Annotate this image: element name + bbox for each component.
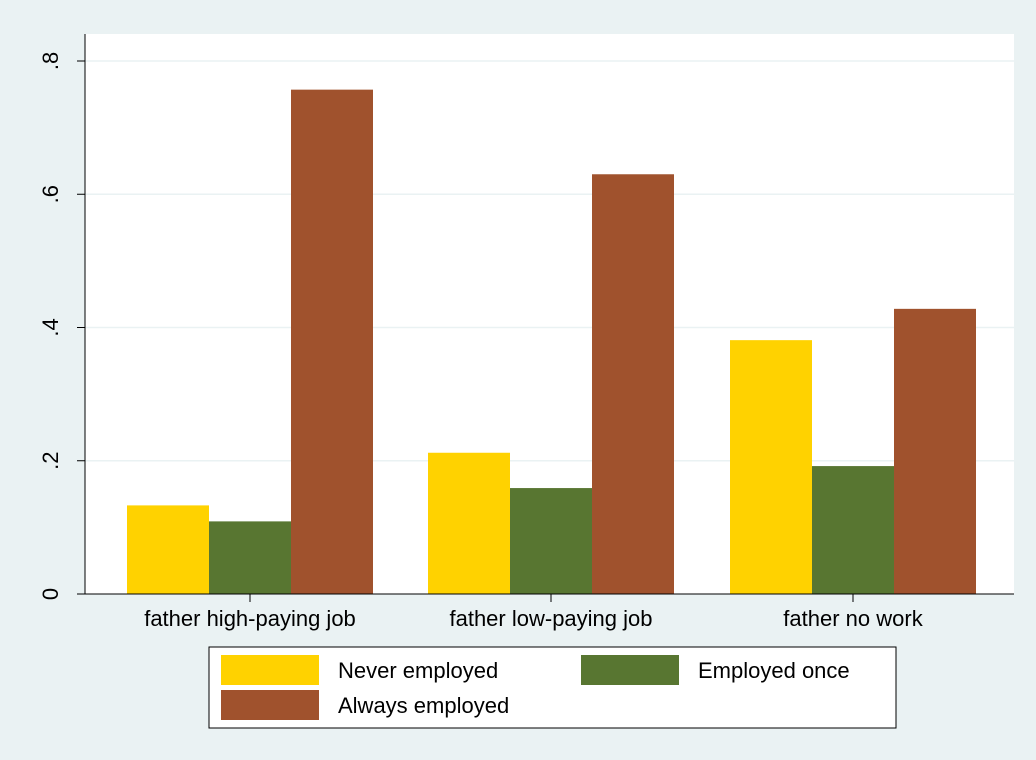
x-tick-label: father no work bbox=[783, 606, 923, 631]
bar-always-employed-father-no-work bbox=[894, 308, 976, 594]
bar-never-employed-father-low-paying-job bbox=[428, 452, 510, 594]
bar-always-employed-father-low-paying-job bbox=[592, 174, 674, 594]
bar-never-employed-father-high-paying-job bbox=[127, 505, 209, 594]
x-axis: father high-paying job father low-paying … bbox=[144, 594, 924, 631]
x-tick-label: father low-paying job bbox=[449, 606, 652, 631]
legend-label-never-employed: Never employed bbox=[338, 658, 498, 683]
x-tick-label: father high-paying job bbox=[144, 606, 356, 631]
legend-swatch-always-employed bbox=[221, 690, 319, 720]
legend-box bbox=[208, 646, 897, 729]
bars bbox=[127, 89, 976, 595]
legend-swatch-never-employed bbox=[221, 655, 319, 685]
legend-swatch-employed-once bbox=[581, 655, 679, 685]
legend-label-always-employed: Always employed bbox=[338, 693, 509, 718]
y-tick-label: .2 bbox=[38, 452, 63, 470]
y-tick-label: .8 bbox=[38, 52, 63, 70]
y-tick-label: 0 bbox=[38, 588, 63, 600]
legend-label-employed-once: Employed once bbox=[698, 658, 850, 683]
bar-employed-once-father-no-work bbox=[812, 466, 894, 594]
y-tick-label: .6 bbox=[38, 185, 63, 203]
y-axis: 0 .2 .4 .6 .8 bbox=[38, 52, 85, 600]
y-tick-label: .4 bbox=[38, 318, 63, 336]
bar-always-employed-father-high-paying-job bbox=[291, 89, 373, 595]
bar-never-employed-father-no-work bbox=[730, 340, 812, 594]
bar-employed-once-father-high-paying-job bbox=[209, 521, 291, 594]
legend: Never employed Employed once Always employ… bbox=[208, 646, 897, 729]
grid-lines bbox=[85, 60, 1014, 462]
bar-employed-once-father-low-paying-job bbox=[510, 488, 592, 594]
